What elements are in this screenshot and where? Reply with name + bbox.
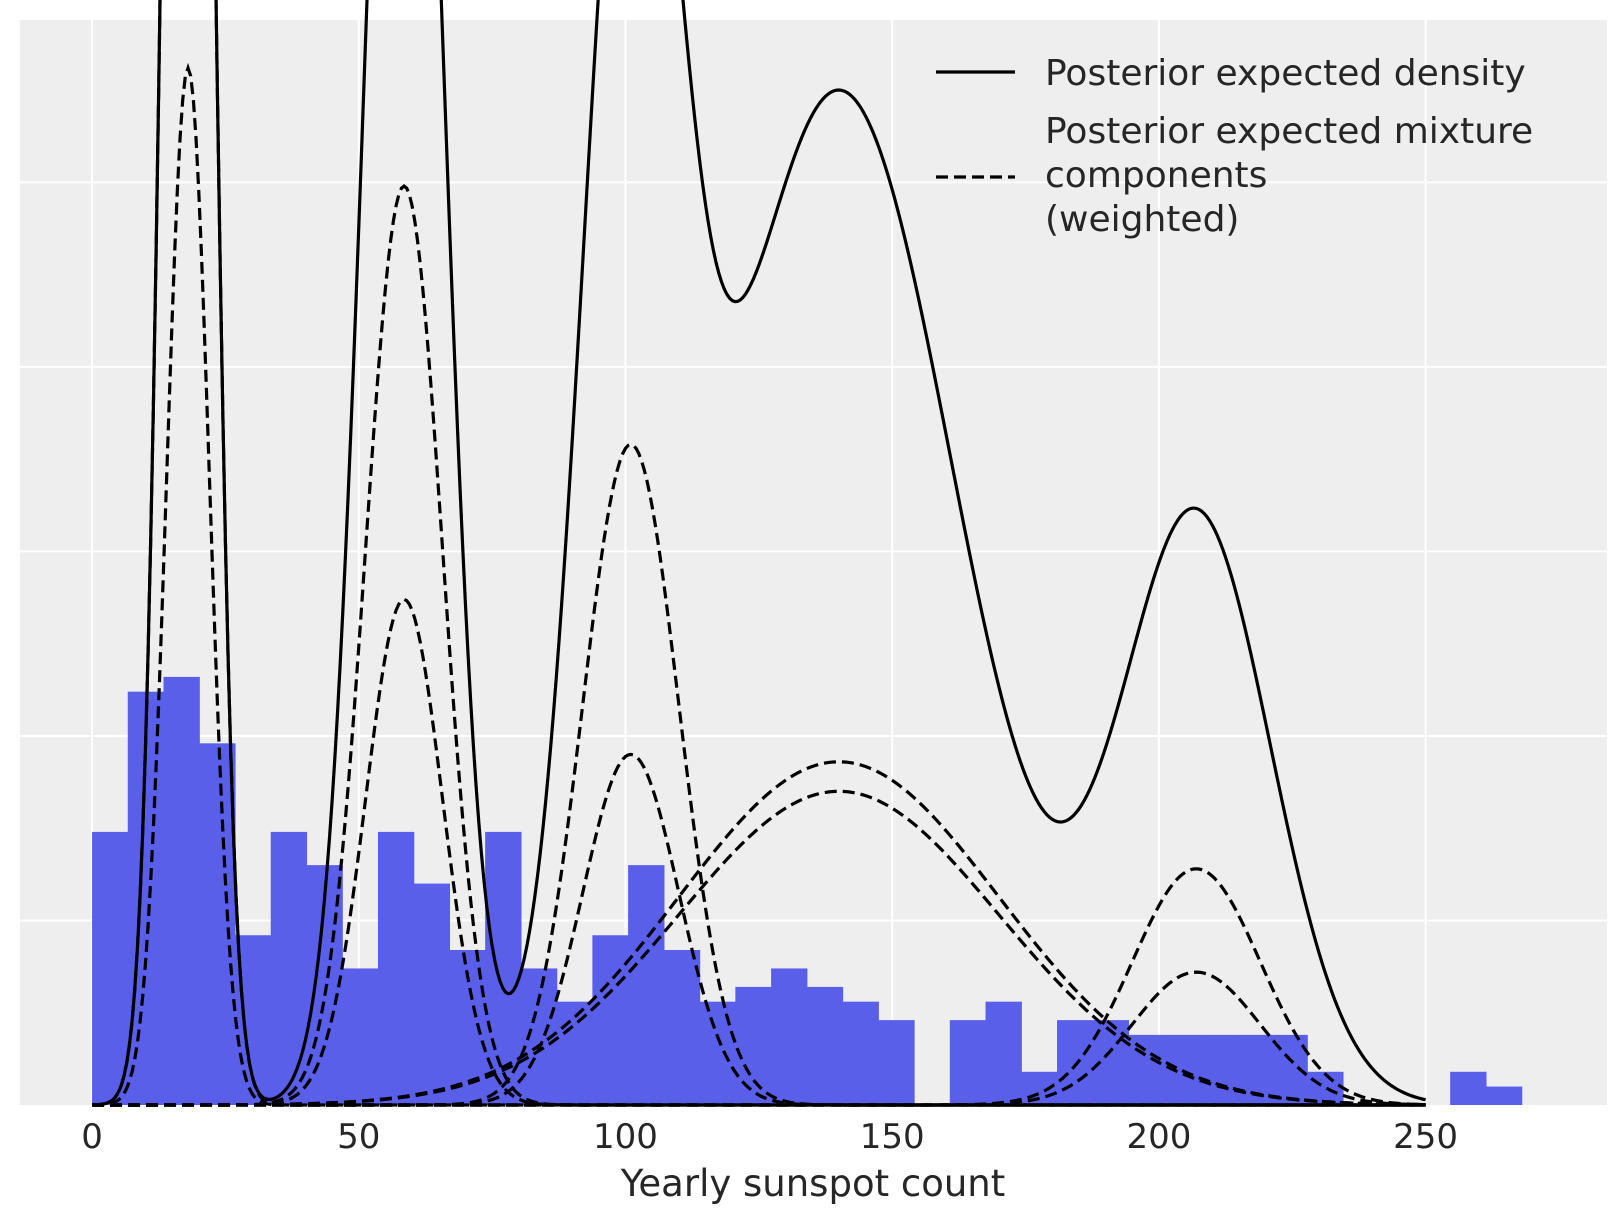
- legend-components-label: Posterior expected mixture: [1045, 111, 1533, 152]
- histogram-bar: [163, 676, 200, 1105]
- histogram-bar: [842, 1001, 879, 1105]
- x-tick-label: 0: [81, 1117, 103, 1157]
- histogram-bar: [556, 1001, 593, 1105]
- histogram-bar: [1199, 1034, 1237, 1105]
- histogram-bar: [377, 831, 415, 1105]
- histogram-bar: [413, 883, 451, 1105]
- x-tick-labels: 0 50 100 150 200 250: [81, 1117, 1458, 1157]
- histogram-bar: [92, 831, 129, 1105]
- histogram-bar: [199, 743, 236, 1105]
- x-tick-label: 250: [1393, 1117, 1458, 1157]
- histogram-bar: [1128, 1034, 1165, 1105]
- histogram-bar: [1057, 1020, 1094, 1105]
- histogram-bar: [1450, 1071, 1487, 1105]
- histogram-bar: [270, 831, 308, 1105]
- histogram-bar: [628, 865, 665, 1105]
- x-axis-label: Yearly sunspot count: [620, 1162, 1006, 1205]
- histogram-bar: [663, 950, 701, 1105]
- histogram-bar: [485, 831, 522, 1105]
- histogram-bar: [342, 968, 379, 1105]
- histogram-bar: [699, 1001, 736, 1105]
- density-line-group: [91, 0, 1426, 1107]
- histogram-bar: [949, 1020, 987, 1105]
- histogram-bar: [806, 986, 844, 1105]
- legend-density-label: Posterior expected density: [1045, 53, 1526, 94]
- legend-components-label: components: [1045, 155, 1267, 196]
- legend-components-label: (weighted): [1045, 199, 1239, 240]
- histogram-bar: [985, 1001, 1022, 1105]
- x-tick-label: 100: [593, 1117, 658, 1157]
- histogram-bar: [771, 968, 808, 1105]
- histogram-bar: [735, 986, 772, 1105]
- x-tick-label: 200: [1126, 1117, 1191, 1157]
- density-line: [91, 0, 1426, 1107]
- x-tick-label: 150: [860, 1117, 925, 1157]
- legend: Posterior expected density Posterior expe…: [936, 53, 1533, 240]
- histogram-bars: [92, 676, 1523, 1105]
- mixture-component-line: [92, 970, 1426, 1107]
- x-tick-label: 50: [337, 1117, 380, 1157]
- histogram-bar: [1485, 1086, 1523, 1105]
- histogram-bar: [878, 1020, 915, 1105]
- grid: [20, 20, 1607, 1105]
- mixture-component-lines: [91, 0, 1426, 1107]
- histogram-bar: [592, 935, 629, 1105]
